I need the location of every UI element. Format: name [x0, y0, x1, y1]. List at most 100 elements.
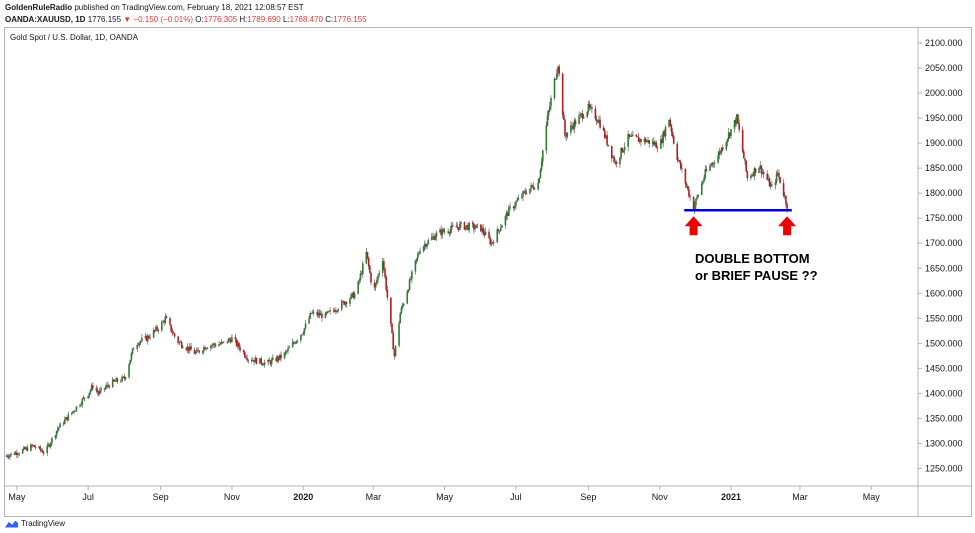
candle-body [466, 224, 468, 227]
y-tick-label: 2050.000 [925, 63, 963, 73]
candle-body [481, 227, 483, 232]
candle-body [80, 404, 82, 406]
candle-body [753, 168, 756, 176]
candle-body [157, 330, 160, 331]
candle-body [418, 253, 420, 255]
candle-body [41, 450, 44, 453]
candle-body [7, 456, 10, 458]
candle-body [711, 162, 714, 166]
candle-body [250, 359, 253, 361]
candle-body [185, 348, 188, 350]
candle-body [138, 342, 141, 345]
candle-body [498, 230, 501, 232]
candle-body [40, 449, 43, 451]
y-tick-label: 1600.000 [925, 288, 963, 298]
close-label: C: [325, 15, 334, 24]
candle-body [169, 318, 171, 325]
candle-body [406, 292, 409, 304]
candle-body [668, 119, 670, 128]
candle-body [160, 322, 163, 331]
candle-body [177, 336, 179, 343]
candle-body [578, 115, 580, 125]
candle-body [376, 280, 378, 284]
candle-body [426, 244, 428, 247]
candle-body [602, 127, 605, 131]
candle-body [349, 298, 351, 304]
candle-body [522, 191, 524, 197]
candle-body [685, 183, 688, 187]
candle-body [196, 349, 198, 353]
candle-body [725, 141, 728, 150]
publisher-name[interactable]: GoldenRuleRadio [5, 3, 73, 12]
candle-body [776, 172, 779, 174]
candle-body [786, 203, 788, 209]
high-label: H: [239, 15, 248, 24]
candle-body [622, 150, 625, 153]
candle-body [66, 417, 68, 421]
candle-body [383, 261, 385, 269]
candle-body [187, 346, 190, 351]
candle-body [697, 194, 700, 197]
candle-body [24, 447, 26, 450]
candle-body [586, 111, 589, 118]
y-tick-label: 1250.000 [925, 463, 963, 473]
candle-body [259, 358, 261, 364]
candle-body [455, 226, 458, 228]
candle-body [103, 388, 106, 390]
candle-body [505, 212, 508, 216]
y-tick-label: 1400.000 [925, 388, 963, 398]
tradingview-brand: TradingView [21, 518, 66, 528]
candle-body [218, 344, 220, 347]
candle-body [254, 357, 257, 363]
candle-body [34, 446, 37, 448]
candle-body [261, 363, 264, 365]
candle-body [269, 361, 272, 365]
candle-body [607, 144, 610, 146]
candle-body [623, 146, 626, 151]
candle-body [653, 141, 655, 145]
candle-body [651, 141, 654, 144]
candle-body [692, 197, 695, 212]
candle-body [460, 222, 462, 225]
last-price: 1776.155 [87, 15, 122, 24]
candle-body [21, 449, 24, 454]
candle-body [553, 79, 556, 98]
candle-body [762, 171, 765, 174]
candle-body [236, 342, 239, 346]
candle-body [669, 119, 672, 126]
candle-body [523, 191, 525, 193]
candle-body [663, 131, 666, 137]
candle-body [178, 341, 181, 343]
candle-body [245, 356, 247, 359]
candle-body [238, 342, 240, 348]
candle-body [393, 349, 396, 357]
candle-body [605, 135, 607, 138]
candle-body [550, 97, 552, 107]
candle-body [235, 339, 238, 346]
candle-body [783, 195, 786, 197]
candle-body [317, 312, 320, 316]
candle-body [476, 224, 479, 226]
candle-body [766, 173, 769, 180]
candle-body [106, 384, 108, 388]
candle-body [115, 378, 118, 382]
candle-body [398, 323, 400, 346]
candle-body [5, 455, 8, 457]
candle-body [734, 120, 737, 124]
candle-body [572, 126, 575, 129]
candle-body [272, 357, 274, 360]
candle-body [720, 147, 723, 153]
candle-body [517, 197, 520, 201]
candle-body [48, 444, 51, 447]
candle-body [531, 185, 534, 187]
candle-body [220, 341, 223, 344]
candle-body [226, 341, 229, 343]
candle-body [700, 183, 703, 195]
candle-body [309, 313, 312, 319]
tradingview-footer[interactable]: TradingView [5, 516, 65, 530]
candle-body [709, 165, 711, 171]
candle-body [252, 360, 254, 362]
candle-body [146, 335, 149, 342]
candle-body [730, 129, 732, 137]
